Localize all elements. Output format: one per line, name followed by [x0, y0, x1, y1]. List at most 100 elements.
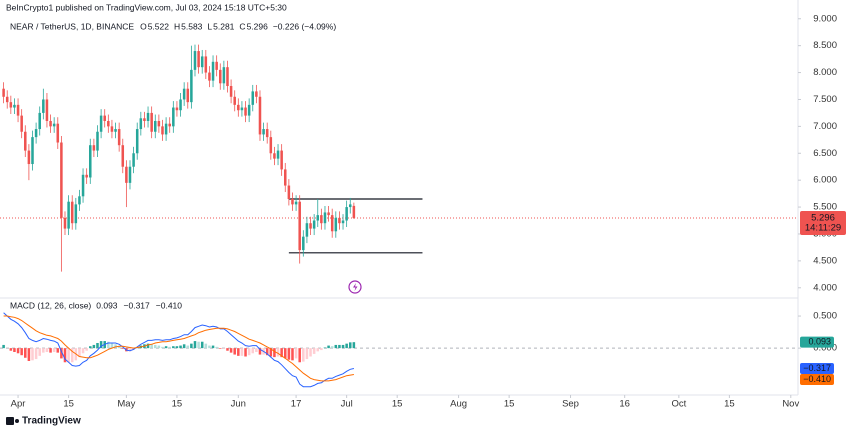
- candle-body: [316, 215, 320, 221]
- histogram-bar: [197, 341, 200, 349]
- x-tick-label: Jul: [341, 399, 353, 410]
- histogram-bar: [309, 348, 312, 357]
- histogram-bar: [190, 343, 193, 349]
- histogram-bar: [154, 344, 157, 349]
- histogram-bar: [175, 346, 179, 349]
- candle-body: [269, 137, 273, 154]
- candle-body: [283, 169, 287, 186]
- y-tick-label: 4.500: [813, 255, 837, 266]
- x-tick-label: Sep: [562, 399, 579, 410]
- histogram-bar: [200, 341, 204, 349]
- histogram-bar: [237, 348, 240, 356]
- candle-body: [34, 129, 38, 138]
- candle-body: [294, 201, 298, 205]
- candle-body: [121, 145, 125, 167]
- y-tick-label: 0.500: [813, 311, 837, 322]
- histogram-bar: [168, 346, 171, 349]
- y-tick-label: 7.500: [813, 94, 837, 105]
- candle-body: [16, 104, 20, 116]
- histogram-bar: [341, 344, 345, 349]
- histogram-bar: [24, 348, 27, 358]
- value-tag-label: −0.317: [803, 363, 831, 373]
- candle-body: [67, 201, 70, 229]
- histogram-bar: [20, 348, 23, 356]
- candle-body: [9, 102, 13, 108]
- histogram-bar: [233, 348, 236, 355]
- histogram-bar: [31, 348, 34, 361]
- candle-body: [24, 131, 27, 151]
- histogram-bar: [240, 348, 244, 356]
- histogram-bar: [287, 348, 291, 360]
- macd-line: [3, 315, 354, 382]
- candle-body: [63, 217, 67, 229]
- y-tick-label: 6.000: [813, 175, 837, 186]
- candle-body: [89, 145, 92, 178]
- histogram-bar: [193, 341, 197, 349]
- candle-body: [107, 120, 110, 127]
- candle-body: [154, 120, 157, 132]
- candle-body: [99, 115, 103, 132]
- candle-body: [237, 104, 240, 111]
- candle-body: [251, 91, 255, 105]
- candle-body: [218, 69, 222, 84]
- histogram-bar: [92, 344, 96, 349]
- histogram-bar: [222, 348, 226, 349]
- candle-body: [146, 112, 150, 121]
- candle-body: [27, 150, 31, 165]
- histogram-bar: [56, 348, 60, 353]
- histogram-bar: [305, 348, 309, 360]
- histogram-bar: [81, 348, 85, 354]
- value-tag: [800, 336, 834, 348]
- candle-body: [128, 166, 132, 183]
- candle-body: [302, 236, 305, 251]
- footer: TradingView: [22, 416, 81, 427]
- histogram-bar: [52, 348, 56, 352]
- x-tick-label: 15: [392, 399, 403, 410]
- candle-body: [110, 126, 114, 132]
- candle-body: [312, 220, 316, 229]
- candle-body: [229, 86, 233, 97]
- histogram-bar: [265, 348, 269, 356]
- ohlc-label: H: [174, 21, 180, 31]
- candle-body: [56, 123, 60, 143]
- price-tag-value: 5.296: [811, 213, 835, 224]
- histogram-bar: [182, 344, 186, 349]
- ohlc-value: 5.281: [213, 21, 235, 31]
- histogram-bar: [302, 348, 305, 362]
- price-tag: [800, 211, 846, 236]
- candle-body: [262, 129, 265, 135]
- histogram-bar: [208, 345, 211, 349]
- histogram-bar: [128, 348, 132, 352]
- x-tick-label: 16: [619, 399, 630, 410]
- histogram-bar: [45, 348, 49, 352]
- histogram-bar: [316, 348, 320, 352]
- macd-legend-value: −0.317: [124, 300, 151, 310]
- x-tick-label: Aug: [450, 399, 467, 410]
- histogram-bar: [186, 345, 190, 349]
- change: −0.226 (−4.09%): [273, 21, 336, 31]
- candle-body: [309, 223, 312, 229]
- histogram-bar: [110, 343, 114, 349]
- histogram-bar: [298, 348, 301, 363]
- candle-body: [45, 99, 49, 121]
- ohlc-value: 5.522: [148, 21, 170, 31]
- candle-body: [172, 107, 175, 127]
- histogram-bar: [60, 348, 63, 359]
- y-tick-label: 6.500: [813, 148, 837, 159]
- candle-body: [182, 88, 186, 100]
- candle-body: [81, 174, 85, 197]
- candle-body: [298, 201, 301, 251]
- macd-line: [3, 312, 355, 388]
- x-tick-label: 15: [504, 399, 515, 410]
- x-tick-label: 15: [63, 399, 74, 410]
- histogram-bar: [312, 348, 316, 354]
- ohlc-value: 5.296: [247, 21, 269, 31]
- x-tick-label: Nov: [782, 399, 799, 410]
- candle-body: [280, 150, 283, 170]
- candle-body: [208, 72, 211, 81]
- candle-body: [114, 129, 117, 132]
- candle-body: [255, 91, 258, 97]
- y-tick-label: 4.000: [813, 282, 837, 293]
